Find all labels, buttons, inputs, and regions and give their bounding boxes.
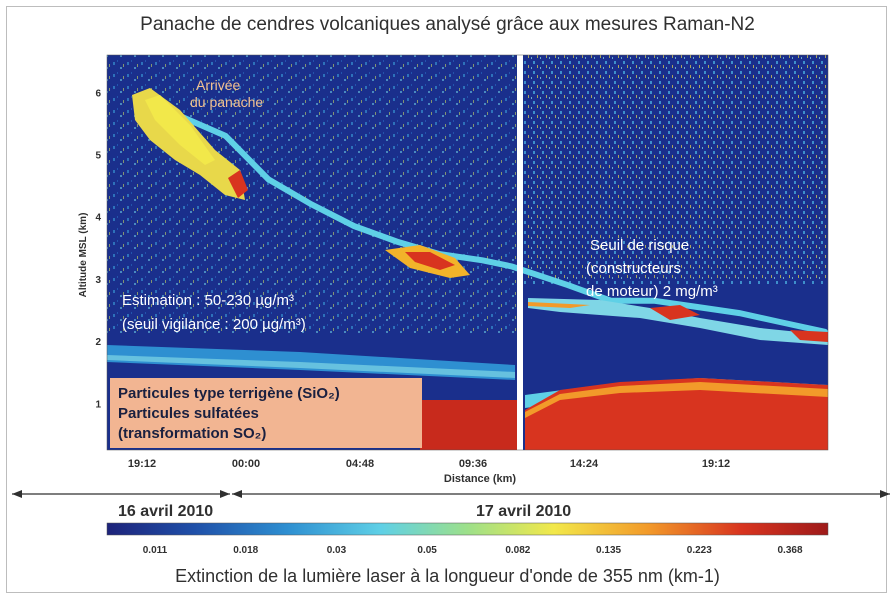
ash-plume-line xyxy=(137,95,828,335)
figure-frame xyxy=(6,6,887,593)
estimate-line2: (seuil vigilance : 200 µg/m³) xyxy=(122,316,306,333)
colorbar-tick-label: 0.05 xyxy=(417,545,437,556)
particles-box xyxy=(110,378,422,448)
colorbar-ticks: 0.011 0.018 0.03 0.05 0.082 0.135 0.223 0.368 xyxy=(143,545,803,556)
y-axis-label: Altitude MSL (km) xyxy=(78,213,89,298)
x-tick-label: 14:24 xyxy=(570,458,599,470)
colorbar-tick-label: 0.011 xyxy=(143,545,168,556)
colorbar-tick-label: 0.368 xyxy=(777,545,802,556)
y-axis: 1 2 3 4 5 6 xyxy=(95,88,101,410)
particles-line2: Particules sulfatées xyxy=(118,405,259,422)
date-label-2: 17 avril 2010 xyxy=(476,503,571,520)
y-tick-label: 4 xyxy=(95,213,101,224)
threshold-line2: (constructeurs xyxy=(586,260,681,277)
threshold-line3: de moteur) 2 mg/m³ xyxy=(586,283,718,300)
x-tick-label: 00:00 xyxy=(232,458,260,470)
x-axis-label: Distance (km) xyxy=(444,473,516,485)
colorbar-tick-label: 0.135 xyxy=(596,545,621,556)
date-arrow-2-left xyxy=(232,490,242,498)
arrival-line1: Arrivée xyxy=(196,77,241,93)
arrival-line2: du panache xyxy=(190,94,263,110)
boundary-layer-right-edge xyxy=(525,382,828,418)
date-arrow-2-right xyxy=(880,490,890,498)
x-axis: 19:12 00:00 04:48 09:36 14:24 19:12 xyxy=(128,458,730,470)
boundary-layer-right xyxy=(525,378,828,450)
x-tick-label: 19:12 xyxy=(128,458,156,470)
colorbar-tick-label: 0.03 xyxy=(327,545,347,556)
x-tick-label: 09:36 xyxy=(459,458,487,470)
noise-right xyxy=(522,55,828,285)
plume-head-hot xyxy=(228,170,248,198)
y-tick-label: 6 xyxy=(95,88,101,99)
particles-line3: (transformation SO₂) xyxy=(118,425,266,442)
y-tick-label: 5 xyxy=(95,151,101,162)
colorbar xyxy=(106,522,829,536)
x-tick-label: 19:12 xyxy=(702,458,730,470)
y-tick-label: 1 xyxy=(95,399,101,410)
particles-line1: Particules type terrigène (SiO₂) xyxy=(118,385,340,402)
y-tick-label: 3 xyxy=(95,275,101,286)
date-label-1: 16 avril 2010 xyxy=(118,503,213,520)
date-arrow-1-right xyxy=(220,490,230,498)
plume-right-band xyxy=(528,302,590,308)
estimate-line1: Estimation : 50-230 µg/m³ xyxy=(122,292,294,309)
plume-head-core xyxy=(145,95,215,165)
y-tick-label: 2 xyxy=(95,337,101,348)
colorbar-title: Extinction de la lumière laser à la long… xyxy=(175,566,720,586)
noise-left xyxy=(107,55,517,335)
x-tick-label: 04:48 xyxy=(346,458,374,470)
plot-border xyxy=(106,54,829,451)
colorbar-tick-label: 0.082 xyxy=(505,545,530,556)
date-arrow-1-left xyxy=(12,490,22,498)
colorbar-tick-label: 0.018 xyxy=(233,545,258,556)
plume-mid-core xyxy=(405,252,455,270)
chart-title: Panache de cendres volcaniques analysé g… xyxy=(140,14,755,35)
plume-right-hot2 xyxy=(790,330,828,342)
plume-right xyxy=(528,298,828,345)
plume-right-hot xyxy=(650,305,700,320)
colorbar-tick-label: 0.223 xyxy=(687,545,712,556)
data-gap xyxy=(517,55,523,450)
boundary-layer-left xyxy=(420,400,517,450)
threshold-line1: Seuil de risque xyxy=(590,237,689,254)
low-band-left-inner xyxy=(107,355,515,378)
